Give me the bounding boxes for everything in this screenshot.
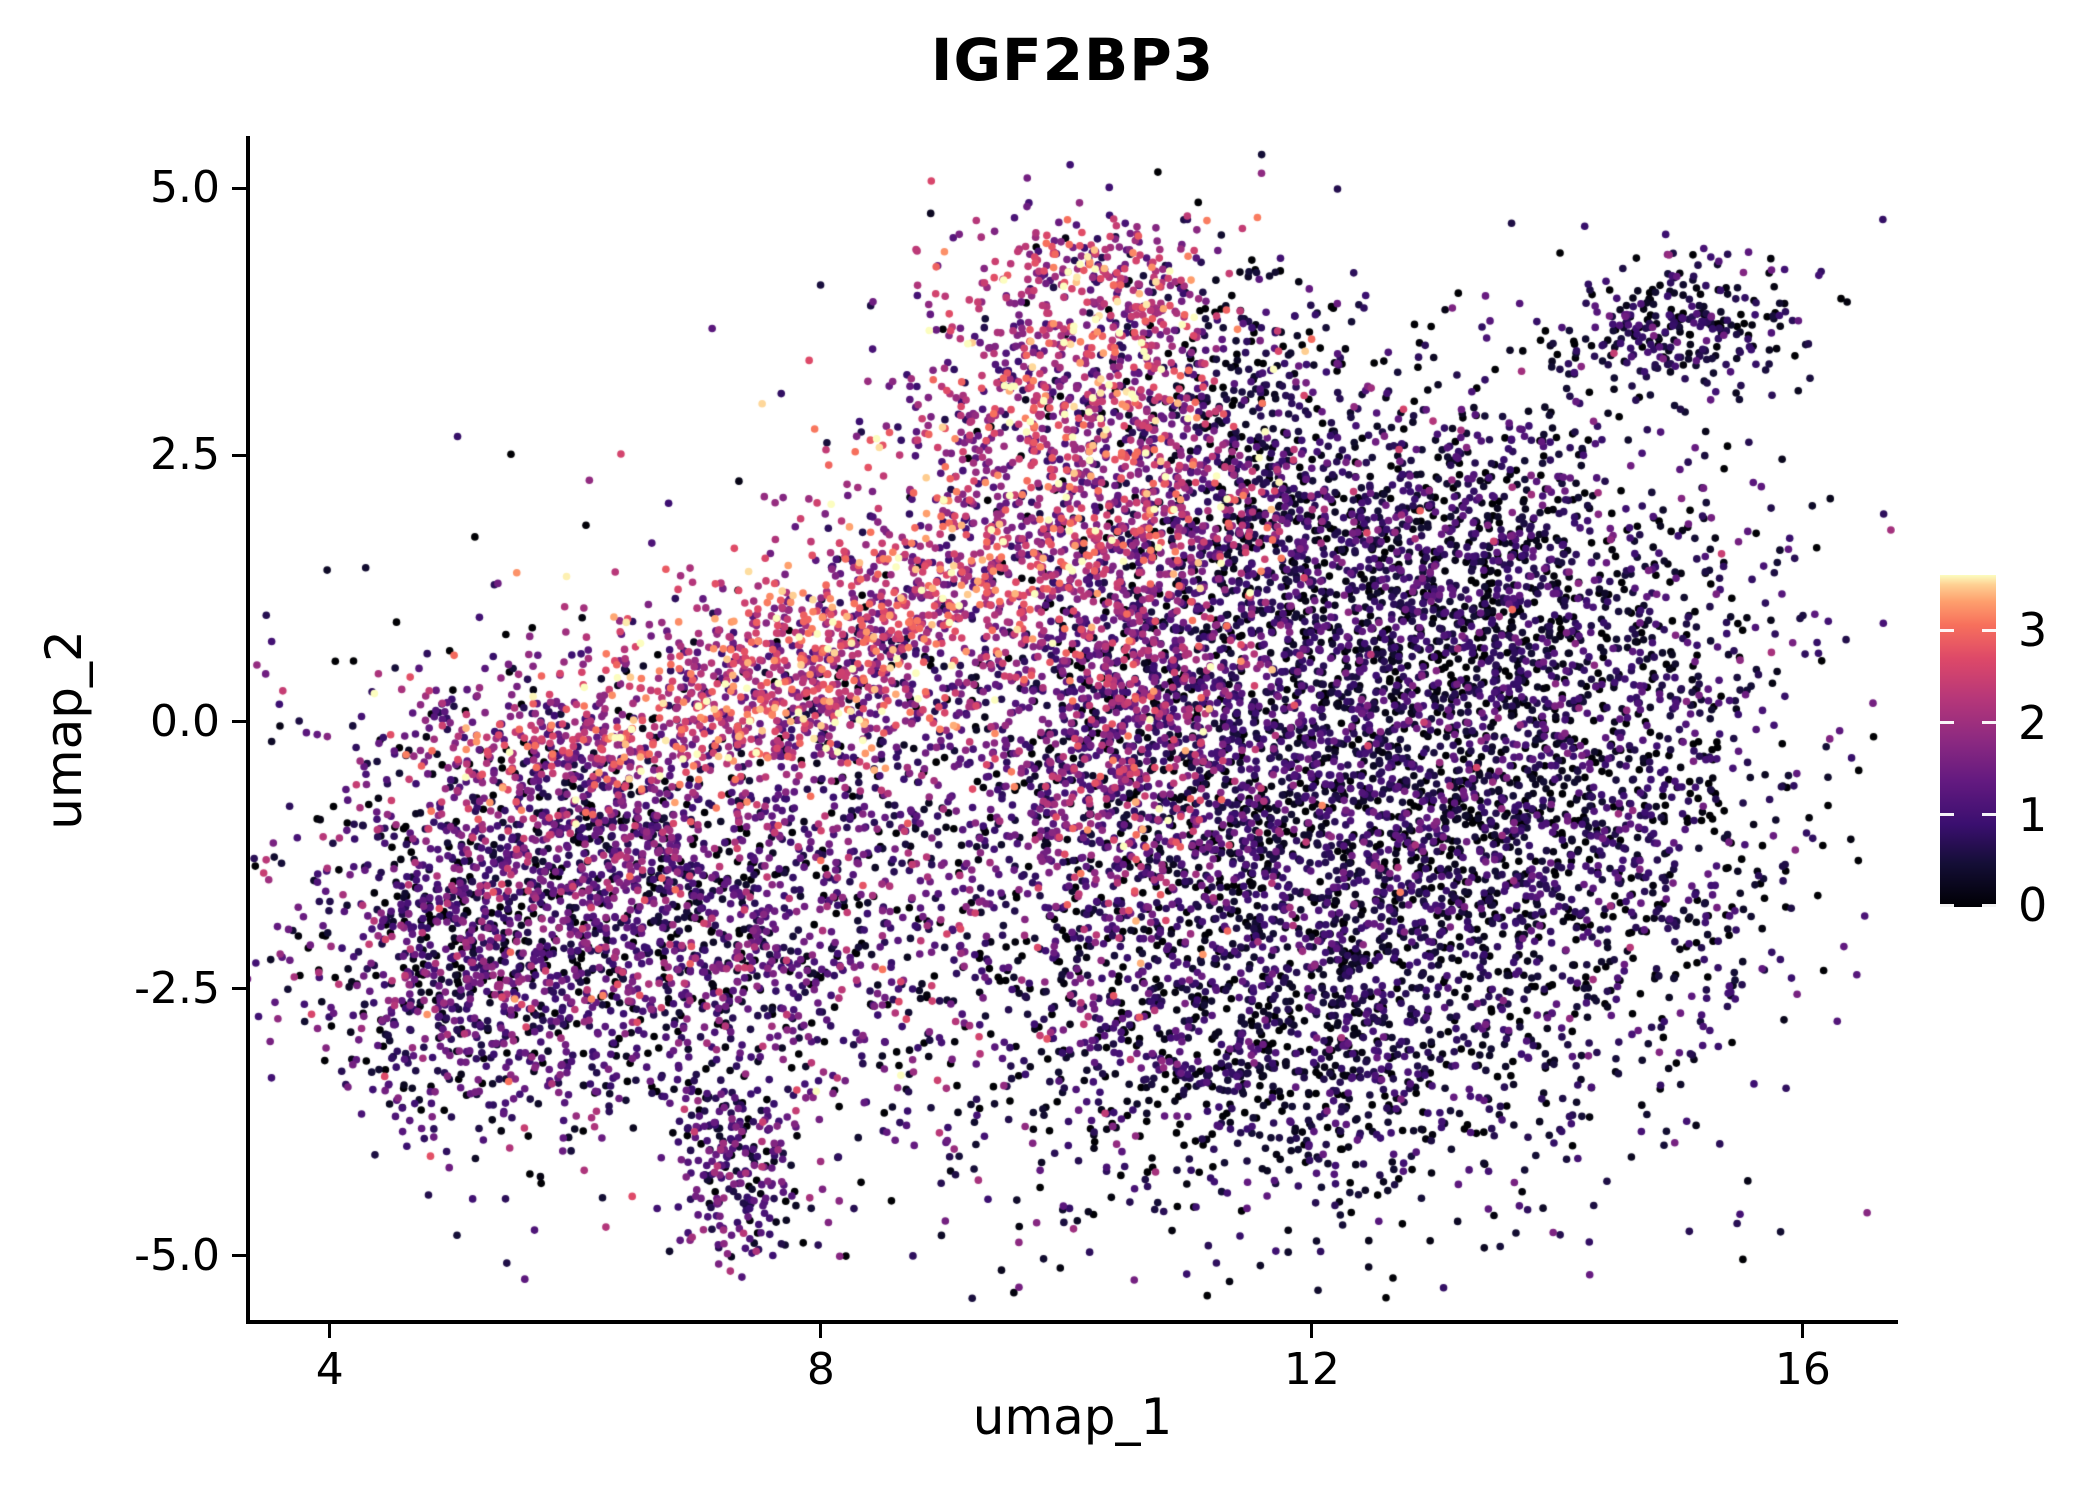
colorbar-tick-mark (1940, 721, 1954, 725)
colorbar-tick-mark (1982, 813, 1996, 817)
colorbar-tick-mark (1940, 628, 1954, 632)
x-tick-mark (1801, 1324, 1805, 1338)
x-tick-label: 12 (1283, 1344, 1340, 1395)
colorbar-tick-label: 0 (2018, 878, 2048, 932)
x-tick-label: 8 (806, 1344, 835, 1395)
y-axis-line (246, 136, 250, 1324)
y-tick-mark (232, 987, 246, 991)
y-tick-label: 5.0 (150, 162, 220, 214)
expression-colorbar (1940, 575, 1996, 907)
x-tick-mark (328, 1324, 332, 1338)
chart-title: IGF2BP3 (930, 26, 1215, 94)
x-tick-mark (819, 1324, 823, 1338)
y-tick-mark (232, 186, 246, 190)
colorbar-tick-label: 1 (2018, 787, 2048, 842)
colorbar-tick-mark (1940, 903, 1954, 907)
x-tick-mark (1310, 1324, 1314, 1338)
colorbar-tick-label: 3 (2018, 603, 2048, 658)
x-tick-label: 16 (1774, 1344, 1831, 1395)
scatter-points-canvas (250, 140, 1895, 1320)
x-axis-title: umap_1 (972, 1388, 1173, 1446)
colorbar-tick-mark (1982, 721, 1996, 725)
x-axis-line (246, 1320, 1898, 1324)
y-tick-label: -2.5 (134, 962, 220, 1014)
colorbar-tick-mark (1940, 813, 1954, 817)
y-tick-mark (232, 453, 246, 457)
colorbar-tick-label: 2 (2018, 695, 2048, 750)
y-axis-title: umap_2 (35, 630, 93, 830)
y-tick-label: 0.0 (150, 695, 220, 747)
y-tick-label: -5.0 (134, 1229, 220, 1281)
y-tick-label: 2.5 (150, 429, 220, 481)
x-tick-label: 4 (315, 1344, 344, 1395)
colorbar-tick-mark (1982, 628, 1996, 632)
colorbar-tick-mark (1982, 903, 1996, 907)
y-tick-mark (232, 720, 246, 724)
y-tick-mark (232, 1254, 246, 1258)
